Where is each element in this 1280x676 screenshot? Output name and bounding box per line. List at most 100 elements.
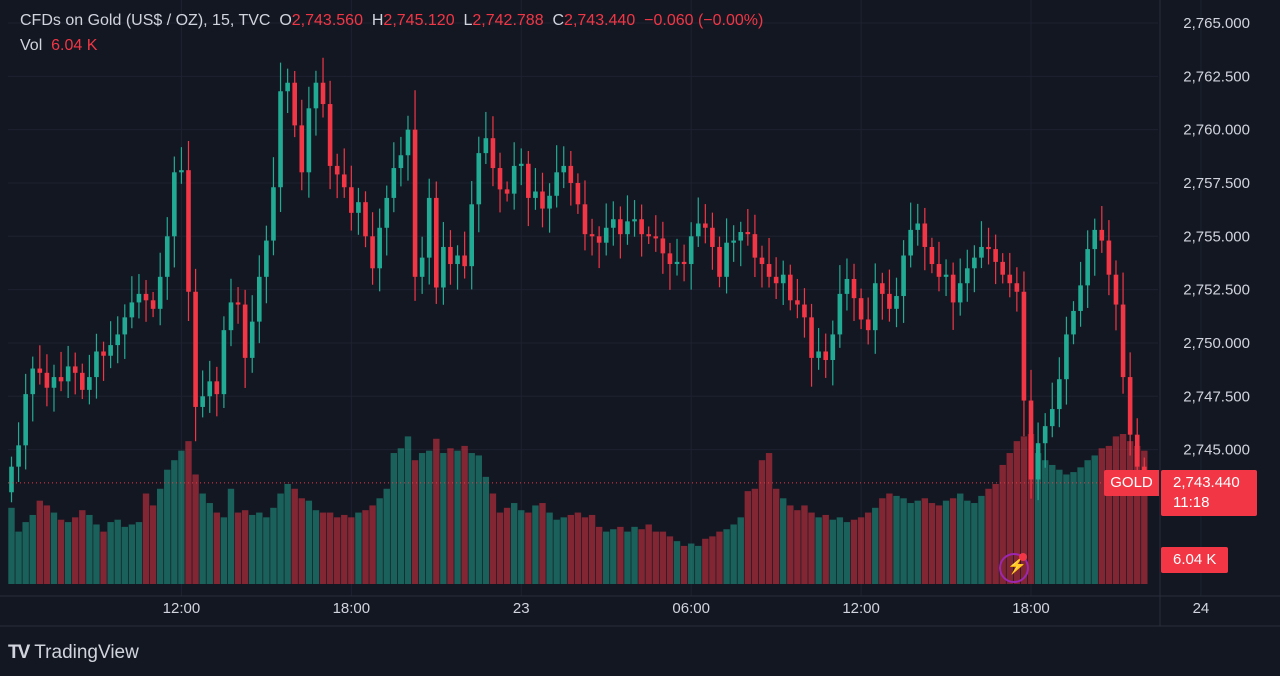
volume-bar <box>355 512 362 584</box>
volume-bar <box>588 514 596 584</box>
candle-body <box>731 240 736 243</box>
candle-body <box>150 300 156 309</box>
volume-bar <box>1134 445 1141 584</box>
candle-body <box>157 276 163 309</box>
candle-body <box>681 261 687 265</box>
volume-bar <box>107 522 114 584</box>
volume-bar <box>496 512 504 584</box>
volume-bar <box>1091 455 1098 584</box>
candle-body <box>752 234 758 258</box>
volume-bar <box>454 450 461 584</box>
candle-body <box>993 249 998 262</box>
volume-bar <box>64 522 72 584</box>
volume-bar <box>780 498 787 584</box>
volume-bar <box>532 505 539 584</box>
candle-body <box>1071 310 1076 335</box>
volume-bar <box>553 519 560 584</box>
candle-body <box>589 234 595 237</box>
candle-body <box>1085 249 1090 286</box>
candle-body <box>1099 229 1105 241</box>
volume-bar <box>199 493 206 584</box>
volume-bar <box>624 531 631 584</box>
volume-bar <box>86 514 93 584</box>
volume-bar <box>1063 474 1070 584</box>
volume-bar <box>1141 450 1148 584</box>
high-value: 2,745.120 <box>383 12 455 29</box>
volume-bar <box>57 519 65 584</box>
volume-bar <box>468 453 475 584</box>
volume-bar <box>964 500 971 584</box>
volume-bar <box>546 512 553 584</box>
volume-bar <box>362 510 369 584</box>
alerts-button[interactable] <box>999 553 1029 583</box>
candle-body <box>1057 379 1062 410</box>
time-tick-label: 06:00 <box>672 600 710 617</box>
candle-body <box>1127 377 1133 435</box>
volume-bar <box>843 522 851 584</box>
volume-bar <box>341 514 348 584</box>
volume-bar <box>22 522 29 584</box>
volume-bar <box>907 503 914 584</box>
volume-bar <box>744 491 752 584</box>
candle-body <box>695 223 701 237</box>
price-tick-label: 2,760.000 <box>1183 122 1250 139</box>
candle-body <box>412 129 418 277</box>
candle-body <box>426 197 432 258</box>
price-tick-label: 2,755.000 <box>1183 228 1250 245</box>
open-value: 2,743.560 <box>291 12 363 29</box>
candle-body <box>384 197 390 228</box>
candle-body <box>965 268 970 284</box>
candle-body <box>511 165 517 194</box>
volume-bar <box>864 512 872 584</box>
volume-bar <box>192 474 199 584</box>
volume-bar <box>921 498 929 584</box>
candle-body <box>547 195 552 209</box>
volume-bar <box>503 507 511 584</box>
candle-body <box>186 170 191 292</box>
volume-bar <box>638 529 645 584</box>
volume-bar <box>72 517 79 584</box>
candle-body <box>16 445 21 467</box>
candle-body <box>979 246 984 258</box>
volume-bar <box>836 517 844 584</box>
volume-bar <box>135 522 143 584</box>
volume-bar <box>440 453 447 584</box>
candle-body <box>844 278 850 294</box>
volume-bar <box>574 512 582 584</box>
volume-bar <box>758 460 766 584</box>
time-tick-label: 12:00 <box>842 600 880 617</box>
volume-bar <box>581 517 589 584</box>
volume-bar <box>326 512 334 584</box>
candle-body <box>228 302 234 331</box>
candle-body <box>773 276 779 284</box>
volume-bar <box>383 488 390 584</box>
candle-body <box>1007 274 1013 284</box>
candle-body <box>802 304 807 318</box>
candle-body <box>264 240 269 277</box>
candle-body <box>575 182 581 205</box>
tradingview-logo[interactable]: TV TradingView <box>8 642 139 664</box>
last-price-tag: 2,743.440 11:18 <box>1161 470 1257 516</box>
volume-bar <box>928 503 936 584</box>
candle-body <box>561 165 567 173</box>
candle-body <box>356 202 361 213</box>
volume-bar <box>263 517 270 584</box>
candle-body <box>476 153 482 205</box>
candle-body <box>1021 291 1027 401</box>
candle-body <box>1000 261 1005 275</box>
symbol-info: CFDs on Gold (US$ / OZ), 15, TVC <box>20 12 271 29</box>
volume-bar <box>695 545 702 584</box>
volume-bar <box>652 531 659 584</box>
candle-body <box>568 165 574 183</box>
price-tick-label: 2,765.000 <box>1183 15 1250 32</box>
volume-bar <box>539 503 546 584</box>
volume-bar <box>730 524 737 584</box>
volume-bar <box>461 445 468 584</box>
low-label: L <box>463 12 473 29</box>
volume-bar <box>673 541 681 584</box>
volume-bar <box>1084 460 1091 584</box>
volume-bar <box>942 500 950 584</box>
volume-bar <box>489 493 497 584</box>
